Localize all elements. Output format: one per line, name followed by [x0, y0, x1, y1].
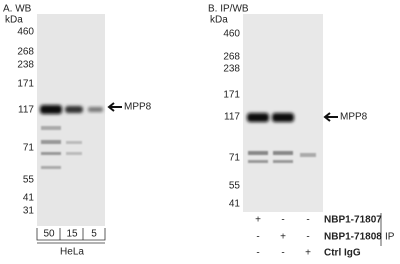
- lane-sign: -: [306, 215, 309, 226]
- marker-label: 41: [229, 199, 241, 210]
- lane-sign: -: [256, 248, 259, 259]
- row-label: NBP1-71807: [324, 215, 382, 226]
- marker-label: 71: [229, 153, 241, 164]
- marker-label: 55: [229, 181, 241, 192]
- marker-label: 71: [23, 143, 35, 154]
- target-label: MPP8: [124, 102, 152, 113]
- marker-label: 268: [223, 52, 240, 63]
- lane-sign: -: [306, 232, 309, 243]
- marker-label: 117: [18, 105, 34, 116]
- arrow-a: [107, 102, 122, 112]
- marker-label: 460: [17, 27, 34, 38]
- lane-box: [36, 228, 106, 241]
- bands-b: [247, 113, 316, 163]
- sample-label: HeLa: [60, 247, 84, 258]
- target-label: MPP8: [340, 112, 368, 123]
- marker-label: 238: [223, 64, 240, 75]
- lane-label: 50: [43, 229, 55, 240]
- lane-sign: -: [256, 232, 259, 243]
- lane-sign: +: [280, 232, 286, 243]
- unit-label: kDa: [210, 15, 228, 26]
- marker-label: 41: [23, 193, 35, 204]
- lane-sign: +: [255, 215, 261, 226]
- panel-title: A. WB: [3, 4, 32, 15]
- row-label: Ctrl IgG: [324, 248, 361, 259]
- marker-label: 268: [17, 47, 34, 58]
- marker-label: 31: [23, 206, 35, 217]
- marker-label: 55: [23, 175, 35, 186]
- blot-a: [37, 14, 105, 226]
- bands-a: [40, 105, 103, 169]
- marker-label: 238: [17, 60, 34, 71]
- lane-sign: -: [281, 215, 284, 226]
- panel-title: B. IP/WB: [208, 4, 249, 15]
- marker-label: 171: [223, 90, 240, 101]
- unit-label: kDa: [5, 15, 23, 26]
- lane-label: 15: [66, 229, 78, 240]
- marker-label: 171: [17, 79, 34, 90]
- marker-label: 460: [223, 29, 240, 40]
- lane-sign: -: [281, 248, 284, 259]
- ip-label: IP: [385, 232, 395, 243]
- lane-sign: +: [305, 248, 311, 259]
- arrow-b: [323, 112, 338, 122]
- lane-label: 5: [91, 229, 97, 240]
- row-label: NBP1-71808: [324, 232, 382, 243]
- marker-label: 117: [224, 112, 240, 123]
